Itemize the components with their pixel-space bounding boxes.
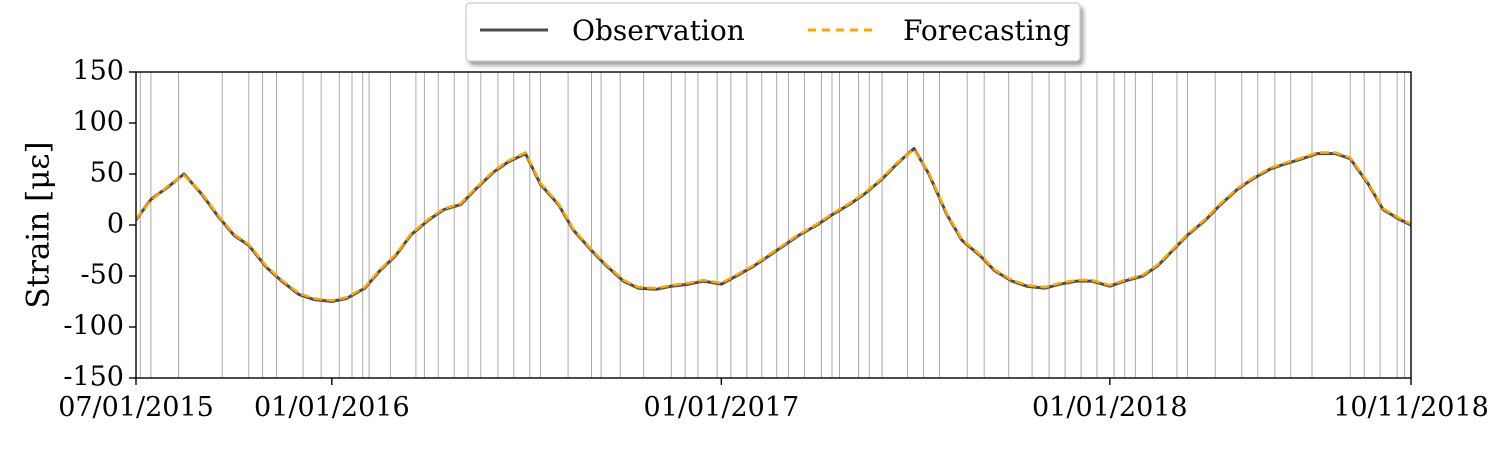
y-axis-label: Strain [με] [21, 141, 57, 308]
x-tick-label: 01/01/2017 [644, 392, 800, 423]
y-tick-label: -50 [81, 260, 124, 291]
observation-series-line [136, 147, 1411, 303]
x-tick-label: 01/01/2018 [1032, 392, 1188, 423]
y-tick-label: 100 [72, 107, 124, 138]
x-axis: 07/01/2015 01/01/2016 01/01/2017 01/01/2018… [58, 378, 1489, 423]
x-tick-label: 07/01/2015 [58, 392, 214, 423]
legend: Observation Forecasting [465, 2, 1081, 62]
plot-series [136, 147, 1411, 303]
y-tick-label: -150 [63, 362, 124, 393]
y-axis: 150 100 50 0 -50 -100 -150 [63, 56, 136, 393]
plot-frame [135, 71, 1412, 379]
y-tick-label: 150 [72, 56, 124, 87]
y-tick-label: 0 [107, 209, 124, 240]
x-tick-label: 01/01/2016 [254, 392, 410, 423]
forecasting-series-line [136, 148, 1411, 302]
event-lines [139, 72, 1406, 378]
legend-box [465, 2, 1081, 62]
y-tick-label: -100 [63, 311, 124, 342]
legend-forecasting-label: Forecasting [903, 14, 1071, 47]
x-tick-label: 10/11/2018 [1333, 392, 1489, 423]
legend-observation-label: Observation [572, 14, 745, 47]
y-tick-label: 50 [90, 158, 124, 189]
